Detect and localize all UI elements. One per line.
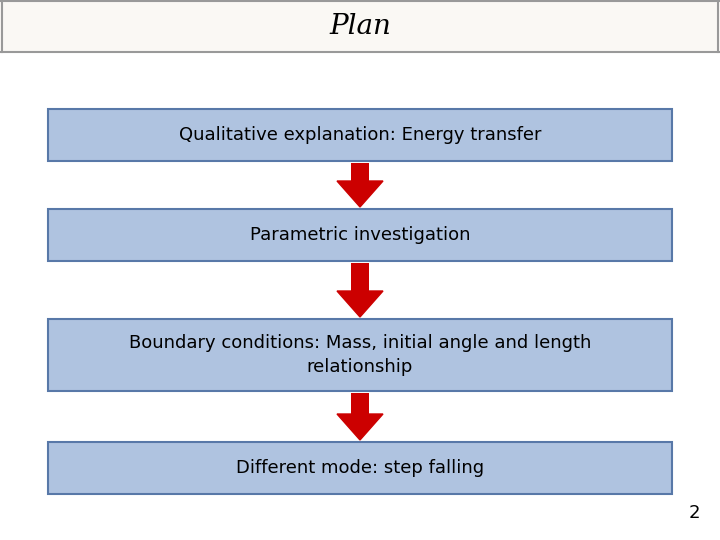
- Text: Boundary conditions: Mass, initial angle and length
relationship: Boundary conditions: Mass, initial angle…: [129, 334, 591, 376]
- Text: Parametric investigation: Parametric investigation: [250, 226, 470, 244]
- Polygon shape: [337, 181, 383, 207]
- Text: Different mode: step falling: Different mode: step falling: [236, 459, 484, 477]
- Bar: [351, 393, 369, 414]
- Polygon shape: [337, 414, 383, 440]
- Bar: [48, 109, 672, 161]
- Text: Qualitative explanation: Energy transfer: Qualitative explanation: Energy transfer: [179, 126, 541, 144]
- Bar: [351, 263, 369, 291]
- Text: 2: 2: [688, 504, 700, 522]
- Bar: [0, 0, 720, 52]
- Bar: [351, 163, 369, 181]
- Text: Plan: Plan: [329, 12, 391, 39]
- Bar: [48, 442, 672, 494]
- Bar: [48, 319, 672, 391]
- Bar: [48, 209, 672, 261]
- Polygon shape: [337, 291, 383, 317]
